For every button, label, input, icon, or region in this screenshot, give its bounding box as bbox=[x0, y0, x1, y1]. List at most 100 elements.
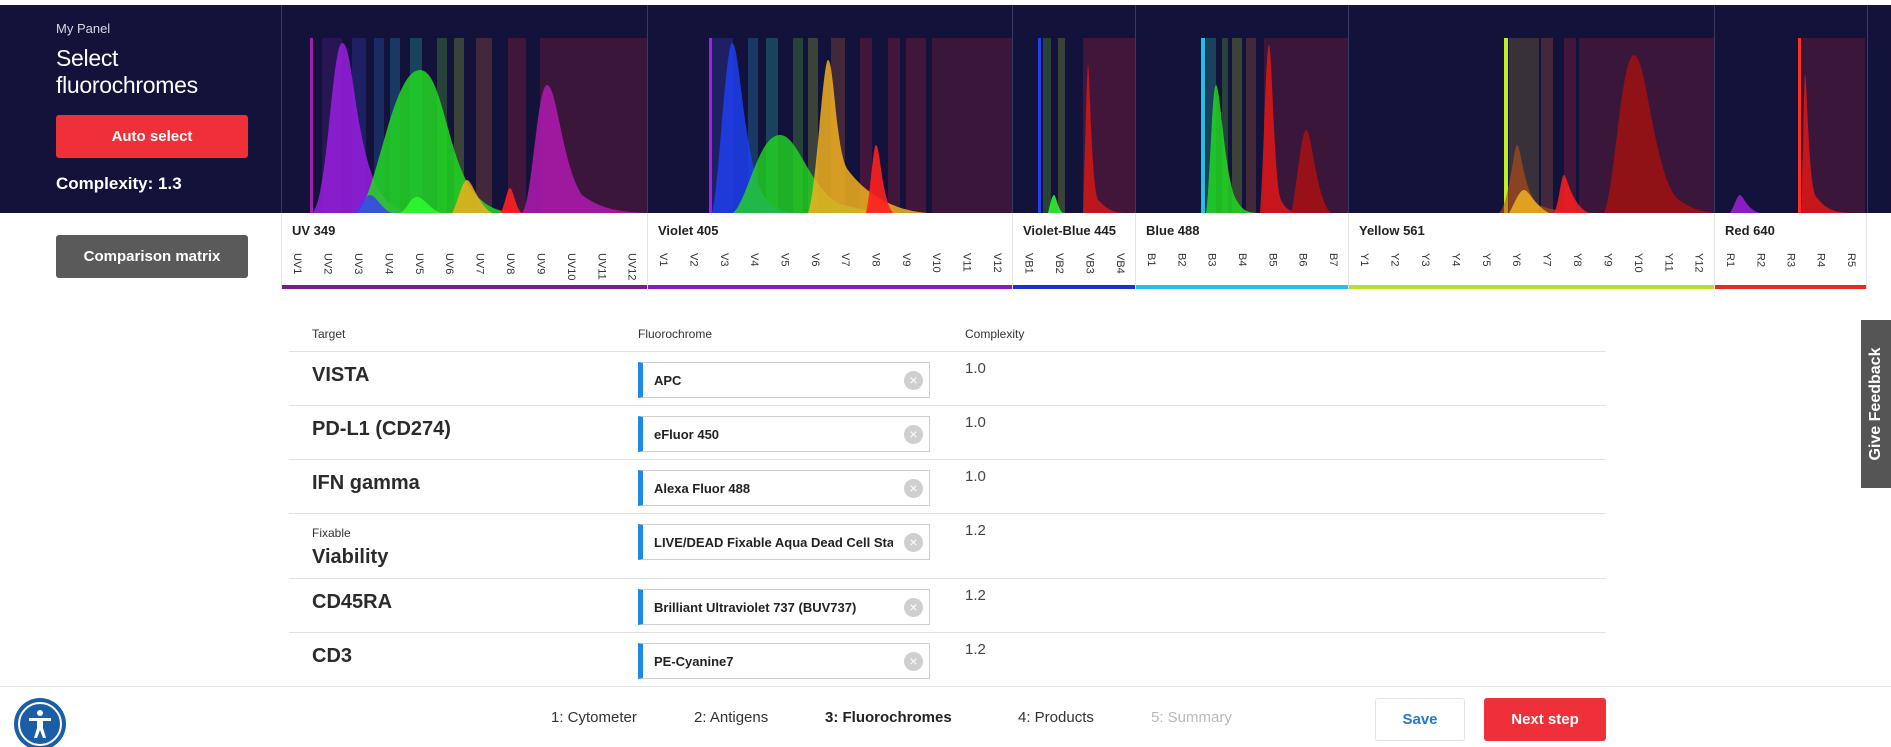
fluorochrome-field[interactable]: × bbox=[638, 470, 930, 506]
channel-vb2[interactable]: VB2 bbox=[1052, 253, 1065, 274]
channel-uv10[interactable]: UV10 bbox=[564, 253, 577, 281]
step-cytometer[interactable]: 1: Cytometer bbox=[551, 709, 637, 726]
channel-b1[interactable]: B1 bbox=[1145, 253, 1158, 267]
target-subtitle: Fixable bbox=[312, 526, 351, 540]
channel-b6[interactable]: B6 bbox=[1296, 253, 1309, 267]
channel-v4[interactable]: V4 bbox=[748, 253, 761, 267]
channel-v10[interactable]: V10 bbox=[930, 253, 943, 273]
channel-uv1[interactable]: UV1 bbox=[291, 253, 304, 275]
fluorochrome-field[interactable]: × bbox=[638, 524, 930, 560]
total-complexity: Complexity: 1.3 bbox=[56, 174, 182, 193]
channel-y12[interactable]: Y12 bbox=[1692, 253, 1705, 273]
channel-vb4[interactable]: VB4 bbox=[1113, 253, 1126, 274]
channel-y7[interactable]: Y7 bbox=[1540, 253, 1553, 267]
clear-icon[interactable]: × bbox=[904, 652, 923, 671]
comparison-matrix-button[interactable]: Comparison matrix bbox=[56, 235, 248, 278]
channel-uv7[interactable]: UV7 bbox=[473, 253, 486, 275]
channel-uv12[interactable]: UV12 bbox=[625, 253, 638, 281]
channel-v7[interactable]: V7 bbox=[839, 253, 852, 267]
next-step-button[interactable]: Next step bbox=[1484, 698, 1606, 741]
save-button[interactable]: Save bbox=[1375, 698, 1465, 741]
auto-select-button[interactable]: Auto select bbox=[56, 115, 248, 158]
channel-v9[interactable]: V9 bbox=[899, 253, 912, 267]
target-name: Viability bbox=[312, 546, 389, 568]
fluorochrome-input[interactable] bbox=[643, 471, 893, 505]
channel-y10[interactable]: Y10 bbox=[1631, 253, 1644, 273]
channel-v3[interactable]: V3 bbox=[717, 253, 730, 267]
channel-b3[interactable]: B3 bbox=[1205, 253, 1218, 267]
channel-uv6[interactable]: UV6 bbox=[443, 253, 456, 275]
channel-uv2[interactable]: UV2 bbox=[321, 253, 334, 275]
channel-b7[interactable]: B7 bbox=[1326, 253, 1339, 267]
fluorochrome-field[interactable]: × bbox=[638, 362, 930, 398]
channel-y5[interactable]: Y5 bbox=[1479, 253, 1492, 267]
channel-y2[interactable]: Y2 bbox=[1388, 253, 1401, 267]
step-fluorochromes[interactable]: 3: Fluorochromes bbox=[825, 709, 952, 726]
channel-v2[interactable]: V2 bbox=[687, 253, 700, 267]
laser-color-bar bbox=[282, 285, 647, 289]
laser-red640: Red 640 R1 R2 R3 R4 R5 bbox=[1714, 213, 1867, 289]
channel-r4[interactable]: R4 bbox=[1814, 253, 1827, 268]
laser-color-bar bbox=[648, 285, 1012, 289]
channel-v12[interactable]: V12 bbox=[990, 253, 1003, 273]
clear-icon[interactable]: × bbox=[904, 479, 923, 498]
target-name: VISTA bbox=[312, 364, 370, 386]
column-header-complexity: Complexity bbox=[965, 327, 1025, 341]
clear-icon[interactable]: × bbox=[904, 598, 923, 617]
channel-y1[interactable]: Y1 bbox=[1358, 253, 1371, 267]
fluorochrome-input[interactable] bbox=[643, 417, 893, 451]
channel-uv3[interactable]: UV3 bbox=[352, 253, 365, 275]
channel-vb1[interactable]: VB1 bbox=[1022, 253, 1035, 274]
channel-r3[interactable]: R3 bbox=[1784, 253, 1797, 268]
laser-violet-blue445: Violet-Blue 445 VB1 VB2 VB3 VB4 bbox=[1012, 213, 1135, 289]
step-antigens[interactable]: 2: Antigens bbox=[694, 709, 769, 726]
channel-r5[interactable]: R5 bbox=[1844, 253, 1857, 268]
channel-uv8[interactable]: UV8 bbox=[504, 253, 517, 275]
step-products[interactable]: 4: Products bbox=[1018, 709, 1094, 726]
accessibility-button[interactable] bbox=[14, 698, 66, 747]
channel-list: R1 R2 R3 R4 R5 bbox=[1715, 253, 1866, 281]
fluorochrome-input[interactable] bbox=[643, 590, 893, 624]
fluorochrome-table: Target Fluorochrome Complexity VISTA × 1… bbox=[289, 320, 1606, 687]
give-feedback-tab[interactable]: Give Feedback bbox=[1861, 320, 1891, 488]
channel-r2[interactable]: R2 bbox=[1754, 253, 1767, 268]
channel-b4[interactable]: B4 bbox=[1235, 253, 1248, 267]
accessibility-icon bbox=[18, 702, 62, 746]
channel-v8[interactable]: V8 bbox=[869, 253, 882, 267]
column-header-target: Target bbox=[312, 327, 346, 341]
channel-uv4[interactable]: UV4 bbox=[382, 253, 395, 275]
channel-y8[interactable]: Y8 bbox=[1571, 253, 1584, 267]
channel-uv11[interactable]: UV11 bbox=[595, 253, 608, 280]
fluorochrome-field[interactable]: × bbox=[638, 589, 930, 625]
fluorochrome-field[interactable]: × bbox=[638, 643, 930, 679]
fluorochrome-input[interactable] bbox=[643, 644, 893, 678]
target-name: PD-L1 (CD274) bbox=[312, 418, 451, 440]
channel-uv5[interactable]: UV5 bbox=[412, 253, 425, 275]
complexity-value: 1.2 bbox=[965, 587, 986, 604]
channel-y11[interactable]: Y11 bbox=[1662, 253, 1675, 272]
channel-y4[interactable]: Y4 bbox=[1449, 253, 1462, 267]
complexity-value: 1.0 bbox=[965, 360, 986, 377]
channel-v5[interactable]: V5 bbox=[778, 253, 791, 267]
clear-icon[interactable]: × bbox=[904, 371, 923, 390]
channel-r1[interactable]: R1 bbox=[1724, 253, 1737, 268]
channel-y6[interactable]: Y6 bbox=[1510, 253, 1523, 267]
table-row: CD3 × 1.2 bbox=[289, 633, 1606, 687]
clear-icon[interactable]: × bbox=[904, 425, 923, 444]
channel-y9[interactable]: Y9 bbox=[1601, 253, 1614, 267]
channel-y3[interactable]: Y3 bbox=[1419, 253, 1432, 267]
fluorochrome-input[interactable] bbox=[643, 525, 893, 559]
fluorochrome-input[interactable] bbox=[643, 363, 893, 397]
channel-v6[interactable]: V6 bbox=[808, 253, 821, 267]
channel-vb3[interactable]: VB3 bbox=[1083, 253, 1096, 274]
laser-yellow561: Yellow 561 Y1 Y2 Y3 Y4 Y5 Y6 Y7 Y8 Y9 Y1… bbox=[1348, 213, 1714, 289]
channel-list: V1 V2 V3 V4 V5 V6 V7 V8 V9 V10 V11 V12 bbox=[648, 253, 1012, 281]
channel-v11[interactable]: V11 bbox=[960, 253, 973, 272]
channel-b5[interactable]: B5 bbox=[1266, 253, 1279, 267]
channel-uv9[interactable]: UV9 bbox=[534, 253, 547, 275]
channel-b2[interactable]: B2 bbox=[1175, 253, 1188, 267]
fluorochrome-field[interactable]: × bbox=[638, 416, 930, 452]
clear-icon[interactable]: × bbox=[904, 533, 923, 552]
channel-v1[interactable]: V1 bbox=[657, 253, 670, 267]
complexity-value: 1.0 bbox=[965, 414, 986, 431]
